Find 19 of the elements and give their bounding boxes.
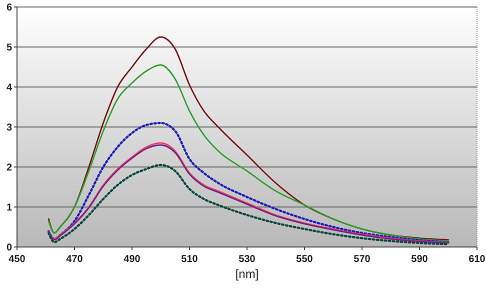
- x-tick-label: 550: [296, 254, 314, 265]
- line-series: [48, 164, 450, 246]
- x-tick-label: 590: [411, 254, 428, 265]
- y-tick-label: 4: [6, 82, 12, 94]
- y-tick-label: 6: [6, 2, 12, 14]
- x-tick-label: 610: [468, 254, 486, 265]
- x-tick-label: 470: [66, 254, 84, 265]
- y-tick-label: 3: [6, 122, 12, 134]
- x-tick-label: 530: [238, 254, 256, 265]
- y-tick-label: 1: [6, 202, 12, 214]
- x-tick-label: 570: [354, 254, 371, 265]
- y-tick-label: 2: [6, 162, 12, 174]
- x-tick-label: 450: [8, 254, 26, 265]
- x-tick-label: 510: [181, 254, 198, 265]
- line-series: [48, 122, 450, 244]
- y-tick-label: 0: [6, 242, 12, 254]
- x-axis-title: [nm]: [235, 267, 259, 281]
- x-tick-label: 490: [124, 254, 141, 265]
- y-tick-label: 5: [6, 42, 12, 54]
